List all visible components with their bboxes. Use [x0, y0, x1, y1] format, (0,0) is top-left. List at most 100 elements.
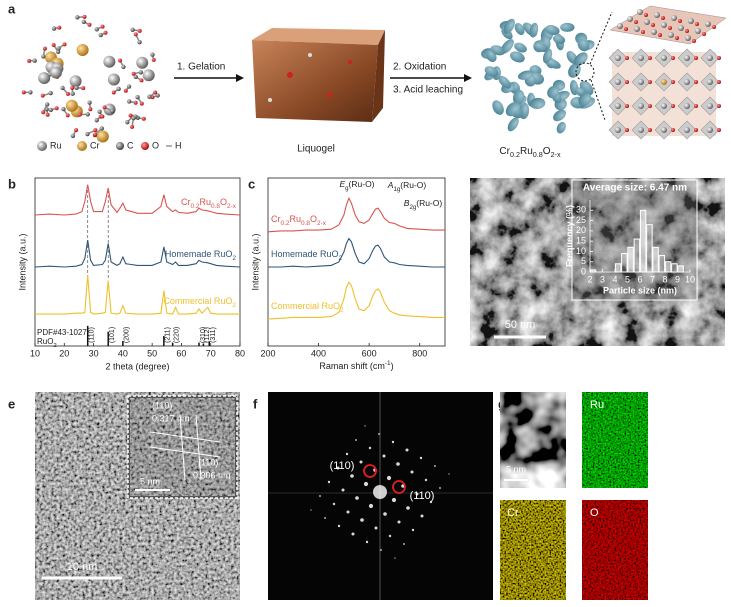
- step-label: 1. Gelation: [177, 62, 225, 73]
- peak-annotation: B2g(Ru-O): [404, 198, 443, 211]
- peak-annotation: Eg(Ru-O): [339, 179, 374, 192]
- series-label: Commercial RuO2: [271, 301, 344, 314]
- atom: [111, 90, 116, 95]
- atom: [615, 55, 621, 61]
- particle: [574, 52, 588, 66]
- atom: [692, 39, 696, 43]
- arrow: [174, 74, 244, 82]
- fft-spot: [396, 462, 400, 466]
- text-part: Ru: [199, 197, 211, 207]
- text-part: O: [310, 214, 317, 224]
- atom: [648, 56, 652, 60]
- lattice-line: [179, 414, 186, 481]
- spot-label: (110): [410, 490, 435, 502]
- slab: [609, 5, 727, 45]
- x-tick-label: 60: [176, 348, 186, 358]
- legend-label: C: [127, 140, 134, 150]
- hkl-label: (211): [165, 327, 172, 343]
- annotation-part: g: [345, 185, 348, 192]
- atom: [61, 106, 66, 112]
- atom: [638, 127, 644, 133]
- scale-bar-label: 10 nm: [67, 561, 98, 573]
- atom: [153, 90, 158, 95]
- particle: [514, 42, 527, 53]
- subscript: 2: [53, 343, 56, 349]
- text-part: O: [543, 146, 551, 157]
- atom: [684, 55, 690, 61]
- atom: [694, 128, 698, 132]
- x-tick-label: 50: [147, 348, 157, 358]
- y-tick-label: 5: [581, 256, 586, 266]
- subscript: 2: [339, 255, 343, 262]
- atom: [661, 103, 667, 109]
- particle: [517, 70, 534, 80]
- legend-label: Ru: [50, 140, 62, 150]
- panel-label: f: [253, 396, 258, 411]
- text-part: Ru: [290, 214, 302, 224]
- fft-spot: [410, 470, 414, 474]
- plane-label: (110): [198, 457, 218, 467]
- y-tick-label: 20: [576, 225, 586, 235]
- fft-spot: [337, 524, 341, 528]
- fft-spot: [391, 440, 395, 444]
- x-axis-label: Raman shift (cm-1): [319, 360, 393, 371]
- plane-label: (110): [152, 400, 172, 410]
- zoom-circle: [575, 62, 595, 82]
- atom: [42, 46, 47, 51]
- x-tick-label: 400: [311, 348, 326, 358]
- atom: [705, 21, 711, 27]
- atom: [70, 91, 75, 96]
- atom: [717, 104, 721, 108]
- text-part: O: [220, 197, 227, 207]
- atom: [116, 86, 121, 92]
- atom: [93, 132, 98, 137]
- legend-icon: [141, 142, 149, 150]
- atom: [57, 25, 62, 30]
- series-label: Cr0.2Ru0.8O2-x: [181, 197, 237, 210]
- atom: [638, 55, 644, 61]
- atom: [644, 19, 650, 25]
- fft-spot: [310, 509, 312, 511]
- panel-label: a: [8, 1, 16, 16]
- atom: [133, 74, 138, 79]
- fft-spot: [351, 532, 355, 536]
- atom: [93, 128, 98, 133]
- particle: [507, 117, 519, 132]
- atom: [65, 91, 70, 96]
- legend-label: O: [152, 140, 159, 150]
- text-part: Homemade RuO: [165, 249, 233, 259]
- particle: [505, 101, 520, 117]
- hkl-label: (310): [200, 327, 207, 343]
- atom: [41, 54, 46, 59]
- atom: [136, 56, 149, 69]
- fft-spot: [434, 465, 436, 467]
- y-tick-label: 30: [576, 205, 586, 215]
- bar: [627, 246, 634, 273]
- bar: [677, 265, 684, 273]
- atom: [661, 79, 667, 85]
- particle: [553, 109, 566, 122]
- map-label: Cr: [507, 507, 519, 519]
- atom: [658, 33, 662, 37]
- annotation-part: (Ru-O): [349, 179, 375, 189]
- spectrum: [35, 275, 240, 315]
- atom: [100, 114, 105, 119]
- lattice-line: [149, 446, 221, 458]
- atom: [96, 130, 109, 143]
- atom: [671, 56, 675, 60]
- atom: [615, 127, 621, 133]
- atom: [661, 22, 667, 28]
- zoom-line: [590, 79, 606, 121]
- atom: [648, 80, 652, 84]
- text-part: Raman shift (cm: [319, 361, 385, 371]
- atom: [133, 32, 138, 37]
- atom: [99, 126, 104, 131]
- atom: [638, 103, 644, 109]
- atom: [637, 9, 643, 15]
- atom: [627, 16, 633, 22]
- bar: [589, 269, 597, 273]
- atom: [40, 93, 45, 98]
- atom: [684, 79, 690, 85]
- bar: [633, 238, 641, 273]
- series-label: Commercial RuO2: [163, 296, 236, 309]
